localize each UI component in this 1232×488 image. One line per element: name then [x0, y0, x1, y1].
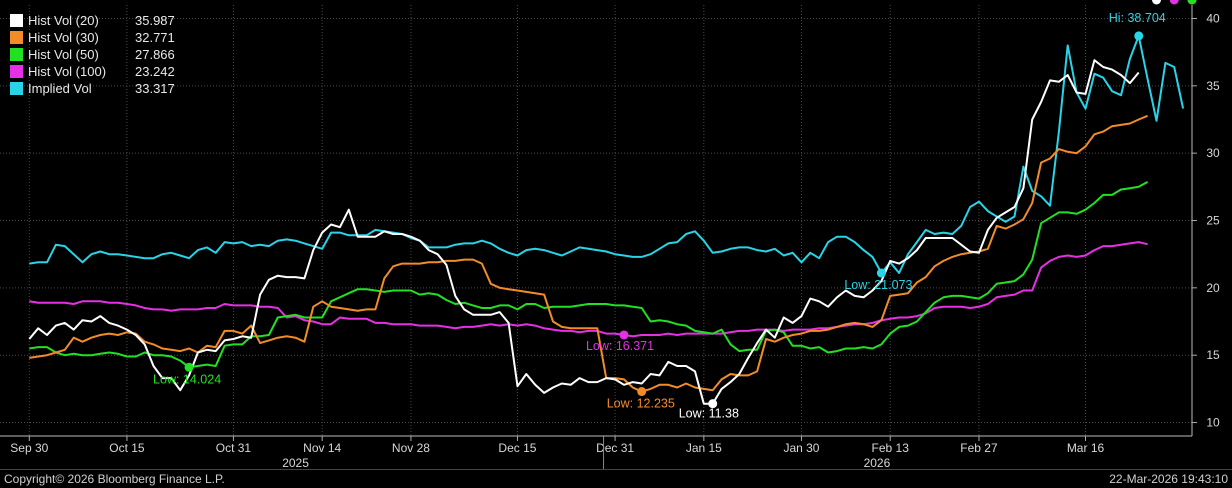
- y-tick-label: 25: [1206, 214, 1220, 228]
- annotation-marker: [876, 268, 886, 278]
- annotation-label: Hi: 38.704: [1109, 11, 1166, 25]
- copyright-text: Copyright© 2026 Bloomberg Finance L.P.: [4, 472, 225, 486]
- legend-swatch: [10, 82, 23, 95]
- x-tick-label: Dec 15: [498, 441, 536, 455]
- legend-item: Hist Vol (30) 32.771: [10, 29, 175, 46]
- legend-swatch: [10, 14, 23, 27]
- series-line-3: [29, 241, 1148, 338]
- legend-swatch: [10, 31, 23, 44]
- legend: Hist Vol (20) 35.987 Hist Vol (30) 32.771 Hi…: [10, 12, 175, 97]
- x-tick-label: Jan 30: [783, 441, 819, 455]
- annotation-marker: [708, 399, 718, 409]
- y-tick-label: 35: [1206, 79, 1220, 93]
- legend-item: Implied Vol 33.317: [10, 80, 175, 97]
- year-label: 2026: [864, 456, 891, 470]
- y-tick-label: 20: [1206, 281, 1220, 295]
- legend-item: Hist Vol (20) 35.987: [10, 12, 175, 29]
- annotation-label: Low: 21.073: [844, 278, 912, 292]
- legend-label: Hist Vol (20): [28, 13, 99, 28]
- annotation-marker: [619, 330, 629, 340]
- y-tick-label: 15: [1206, 348, 1220, 362]
- x-tick-label: Nov 14: [303, 441, 341, 455]
- x-tick-label: Sep 30: [10, 441, 48, 455]
- y-tick-label: 40: [1206, 11, 1220, 25]
- legend-label: Hist Vol (50): [28, 47, 99, 62]
- series-line-0: [28, 59, 1140, 405]
- legend-value: 32.771: [135, 30, 175, 45]
- legend-item: Hist Vol (50) 27.866: [10, 46, 175, 63]
- x-tick-label: Oct 15: [109, 441, 145, 455]
- x-tick-label: Jan 15: [686, 441, 722, 455]
- legend-value: 27.866: [135, 47, 175, 62]
- y-tick-label: 30: [1206, 146, 1220, 160]
- legend-swatch: [10, 65, 23, 78]
- series-line-4: [29, 34, 1185, 274]
- legend-label: Implied Vol: [28, 81, 92, 96]
- legend-value: 35.987: [135, 13, 175, 28]
- annotation-marker: [637, 387, 647, 397]
- legend-value: 23.242: [135, 64, 175, 79]
- legend-value: 33.317: [135, 81, 175, 96]
- annotation-label: Hi: 32.771: [1128, 0, 1185, 3]
- y-tick-label: 10: [1206, 416, 1220, 430]
- marker-dots: [184, 0, 1197, 409]
- x-tick-label: Dec 31: [596, 441, 634, 455]
- footer-divider: [0, 469, 1232, 470]
- x-tick-label: Feb 27: [960, 441, 998, 455]
- annotation-label: Hi: 23.321: [1112, 0, 1169, 3]
- annotation-marker: [1151, 0, 1161, 5]
- annotation-marker: [1187, 0, 1197, 5]
- x-tick-label: Nov 28: [392, 441, 430, 455]
- annotation-marker: [1169, 0, 1179, 5]
- annotation-marker: [184, 362, 194, 372]
- x-tick-label: Oct 31: [216, 441, 252, 455]
- series-line-1: [29, 114, 1148, 393]
- year-label: 2025: [282, 456, 309, 470]
- series-lines: [28, 34, 1185, 405]
- annotation-label: Low: 12.235: [607, 397, 675, 411]
- annotation-label: Low: 16.371: [586, 339, 654, 353]
- annotation-label: Hi: 27.866: [1128, 0, 1185, 3]
- timestamp-text: 22-Mar-2026 19:43:10: [1109, 472, 1228, 486]
- x-tick-label: Feb 13: [872, 441, 910, 455]
- legend-swatch: [10, 48, 23, 61]
- series-line-2: [29, 181, 1149, 369]
- annotation-marker: [1134, 31, 1144, 41]
- legend-label: Hist Vol (100): [28, 64, 107, 79]
- legend-label: Hist Vol (30): [28, 30, 99, 45]
- annotation-label: Low: 14.024: [153, 372, 221, 386]
- x-tick-label: Mar 16: [1067, 441, 1105, 455]
- legend-item: Hist Vol (100) 23.242: [10, 63, 175, 80]
- annotation-label: Low: 11.38: [679, 407, 739, 421]
- annotation-label: Hi: 36.185: [1094, 0, 1151, 3]
